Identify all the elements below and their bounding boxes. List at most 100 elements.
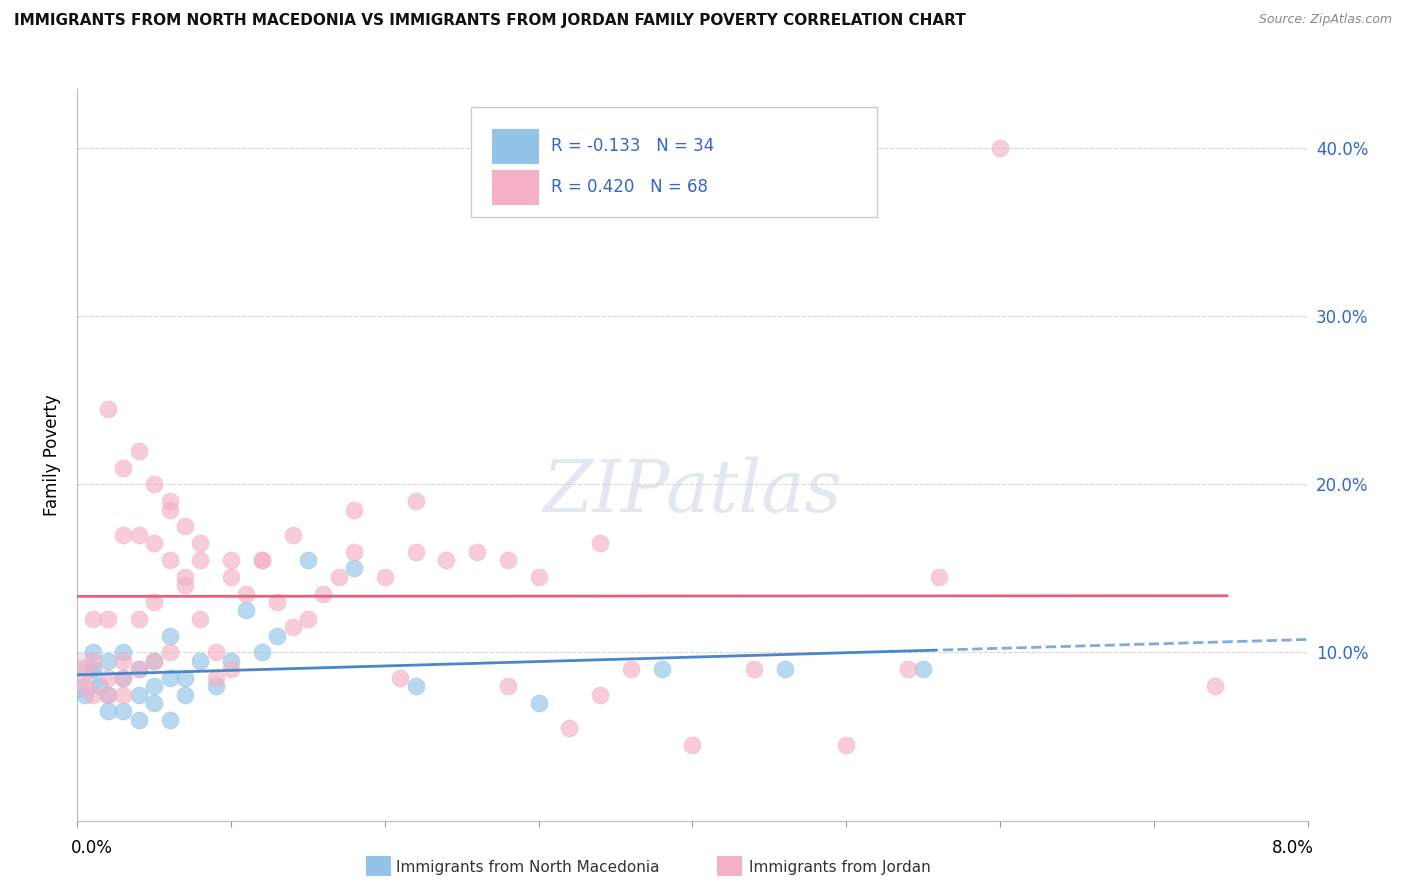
Text: R = -0.133   N = 34: R = -0.133 N = 34 [551, 137, 714, 155]
Point [143, 654, 166, 668]
Point [620, 662, 643, 676]
Point [112, 688, 135, 702]
Point [174, 519, 197, 533]
Text: IMMIGRANTS FROM NORTH MACEDONIA VS IMMIGRANTS FROM JORDAN FAMILY POVERTY CORRELA: IMMIGRANTS FROM NORTH MACEDONIA VS IMMIG… [14, 13, 966, 29]
Point [204, 645, 226, 659]
Point [174, 671, 197, 685]
Text: Source: ZipAtlas.com: Source: ZipAtlas.com [1258, 13, 1392, 27]
Text: R = 0.420   N = 68: R = 0.420 N = 68 [551, 178, 709, 196]
Point [297, 553, 319, 567]
Point [496, 553, 519, 567]
Point [159, 502, 181, 516]
Point [112, 654, 135, 668]
Point [159, 629, 181, 643]
Text: 0.0%: 0.0% [72, 838, 112, 857]
Point [235, 587, 257, 601]
Point [219, 553, 242, 567]
Point [436, 553, 458, 567]
Point [159, 713, 181, 727]
Point [266, 629, 288, 643]
Point [835, 738, 858, 752]
Point [190, 536, 212, 550]
Point [589, 688, 612, 702]
Point [204, 671, 226, 685]
Point [112, 704, 135, 718]
Point [527, 696, 550, 710]
Point [143, 679, 166, 693]
Point [128, 612, 150, 626]
Point [266, 595, 288, 609]
Point [389, 671, 412, 685]
Point [558, 721, 581, 735]
Point [73, 679, 96, 693]
Point [143, 696, 166, 710]
Text: ZIPatlas: ZIPatlas [543, 456, 842, 527]
Point [70, 671, 93, 685]
Point [281, 528, 304, 542]
Point [405, 494, 427, 508]
Point [405, 679, 427, 693]
Point [988, 141, 1011, 155]
Point [82, 654, 104, 668]
Point [82, 688, 104, 702]
Point [250, 553, 273, 567]
Point [219, 662, 242, 676]
FancyBboxPatch shape [492, 169, 538, 205]
Point [159, 553, 181, 567]
Point [112, 460, 135, 475]
Point [773, 662, 796, 676]
Point [527, 570, 550, 584]
Point [128, 688, 150, 702]
Point [174, 688, 197, 702]
Point [219, 654, 242, 668]
FancyBboxPatch shape [471, 108, 877, 218]
Point [73, 662, 96, 676]
Point [97, 612, 120, 626]
Point [312, 587, 335, 601]
Point [143, 595, 166, 609]
Point [174, 578, 197, 592]
Point [128, 713, 150, 727]
Point [143, 654, 166, 668]
Point [742, 662, 765, 676]
Point [143, 536, 166, 550]
Point [235, 603, 257, 617]
Point [204, 679, 226, 693]
Point [343, 544, 366, 558]
Point [219, 570, 242, 584]
Point [343, 561, 366, 575]
Point [82, 612, 104, 626]
Point [97, 704, 120, 718]
Point [128, 662, 150, 676]
Point [70, 662, 93, 676]
Point [928, 570, 950, 584]
Point [589, 536, 612, 550]
Point [897, 662, 920, 676]
Point [128, 528, 150, 542]
Text: Immigrants from Jordan: Immigrants from Jordan [749, 860, 931, 874]
Point [128, 443, 150, 458]
Point [465, 544, 488, 558]
Text: 8.0%: 8.0% [1272, 838, 1313, 857]
Point [112, 671, 135, 685]
Point [190, 612, 212, 626]
Point [159, 671, 181, 685]
Point [159, 645, 181, 659]
Point [159, 494, 181, 508]
Point [682, 738, 704, 752]
Point [328, 570, 350, 584]
Point [405, 544, 427, 558]
Point [82, 645, 104, 659]
Point [143, 477, 166, 491]
Point [343, 502, 366, 516]
Point [112, 671, 135, 685]
Point [97, 688, 120, 702]
Text: Immigrants from North Macedonia: Immigrants from North Macedonia [396, 860, 659, 874]
FancyBboxPatch shape [492, 128, 538, 164]
Point [190, 553, 212, 567]
Point [250, 645, 273, 659]
Point [89, 679, 111, 693]
Point [297, 612, 319, 626]
Point [97, 654, 120, 668]
Point [97, 401, 120, 416]
